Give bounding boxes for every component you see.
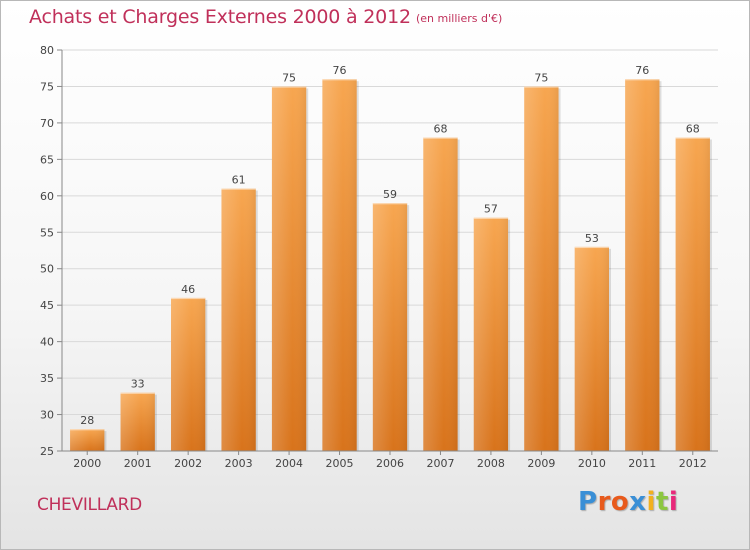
x-tick-label: 2009	[527, 457, 555, 470]
y-tick-label: 55	[40, 226, 54, 239]
bar-value-label: 75	[282, 71, 296, 84]
logo-letter: P	[578, 487, 598, 517]
commune-name: CHEVILLARD	[37, 495, 142, 515]
x-tick-label: 2001	[124, 457, 152, 470]
bar-top-edge	[120, 392, 155, 394]
bar-value-label: 68	[433, 122, 447, 135]
y-tick-label: 50	[40, 263, 54, 276]
bar-highlight	[322, 79, 357, 451]
y-tick-label: 25	[40, 445, 54, 458]
bar-top-edge	[322, 79, 357, 81]
bar-highlight	[423, 137, 458, 451]
bar-highlight	[170, 297, 206, 451]
x-tick-label: 2012	[679, 457, 707, 470]
y-tick-label: 30	[40, 409, 54, 422]
bars: 28 33 46 61 75 76 59 68 57 75 53 76 68	[70, 64, 712, 452]
bar-highlight	[120, 392, 155, 451]
x-tick-label: 2005	[326, 457, 354, 470]
x-tick-label: 2010	[578, 457, 606, 470]
bar-value-label: 53	[585, 232, 599, 245]
bar-highlight	[70, 429, 105, 451]
bar-highlight	[473, 217, 509, 451]
logo-letter: r	[597, 487, 611, 517]
x-tick-label: 2007	[426, 457, 454, 470]
bar-highlight	[574, 246, 610, 451]
x-tick-label: 2002	[174, 457, 202, 470]
y-tick-label: 70	[40, 117, 54, 130]
chart-subtitle: (en milliers d'€)	[416, 12, 503, 25]
bar-value-label: 68	[686, 122, 700, 135]
bar-value-label: 57	[484, 203, 498, 216]
x-tick-label: 2006	[376, 457, 404, 470]
bar-top-edge	[574, 246, 610, 249]
logo-letter: i	[646, 487, 656, 517]
bar-value-label: 59	[383, 188, 397, 201]
bar-highlight	[372, 203, 408, 451]
y-tick-label: 40	[40, 336, 54, 349]
y-tick-label: 45	[40, 299, 54, 312]
logo-letter: t	[655, 487, 669, 517]
bar-top-edge	[170, 297, 206, 300]
bar-value-label: 76	[333, 64, 347, 77]
x-tick-label: 2011	[628, 457, 656, 470]
logo-letter: x	[629, 487, 647, 517]
bar-value-label: 46	[181, 283, 195, 296]
y-tick-label: 60	[40, 190, 54, 203]
bar-highlight	[221, 188, 256, 451]
x-tick-label: 2008	[477, 457, 505, 470]
x-tick-label: 2003	[225, 457, 253, 470]
axes: 25 30 35 40 45 50 55 60 65 70 75 80 2000 2001 2002 2003…	[40, 44, 718, 470]
bar-top-edge	[271, 86, 307, 88]
bar-top-edge	[524, 86, 559, 88]
bar-top-edge	[675, 137, 710, 139]
bar-top-edge	[70, 429, 105, 431]
bar-highlight	[271, 86, 307, 452]
bar-value-label: 76	[635, 64, 649, 77]
y-tick-label: 65	[40, 153, 54, 166]
bar-top-edge	[473, 217, 509, 219]
bar-value-label: 61	[232, 174, 246, 187]
bar-top-edge	[221, 188, 256, 190]
bar-top-edge	[423, 137, 458, 139]
bar-highlight	[524, 86, 559, 452]
bar-highlight	[625, 79, 660, 451]
bar-value-label: 33	[131, 378, 145, 391]
y-tick-label: 35	[40, 372, 54, 385]
logo-letter: i	[668, 487, 679, 517]
bar-value-label: 28	[80, 414, 94, 427]
y-tick-label: 75	[40, 80, 54, 93]
chart-title: Achats et Charges Externes 2000 à 2012	[29, 6, 411, 28]
y-tick-label: 80	[40, 44, 54, 57]
bar-value-label: 75	[534, 71, 548, 84]
logo-letter: o	[610, 487, 630, 517]
bar-top-edge	[372, 203, 408, 205]
bar-highlight	[675, 137, 710, 451]
bar-top-edge	[625, 79, 660, 81]
x-tick-label: 2000	[73, 457, 101, 470]
proxiti-logo[interactable]: Proxiti	[578, 487, 678, 517]
x-tick-label: 2004	[275, 457, 303, 470]
